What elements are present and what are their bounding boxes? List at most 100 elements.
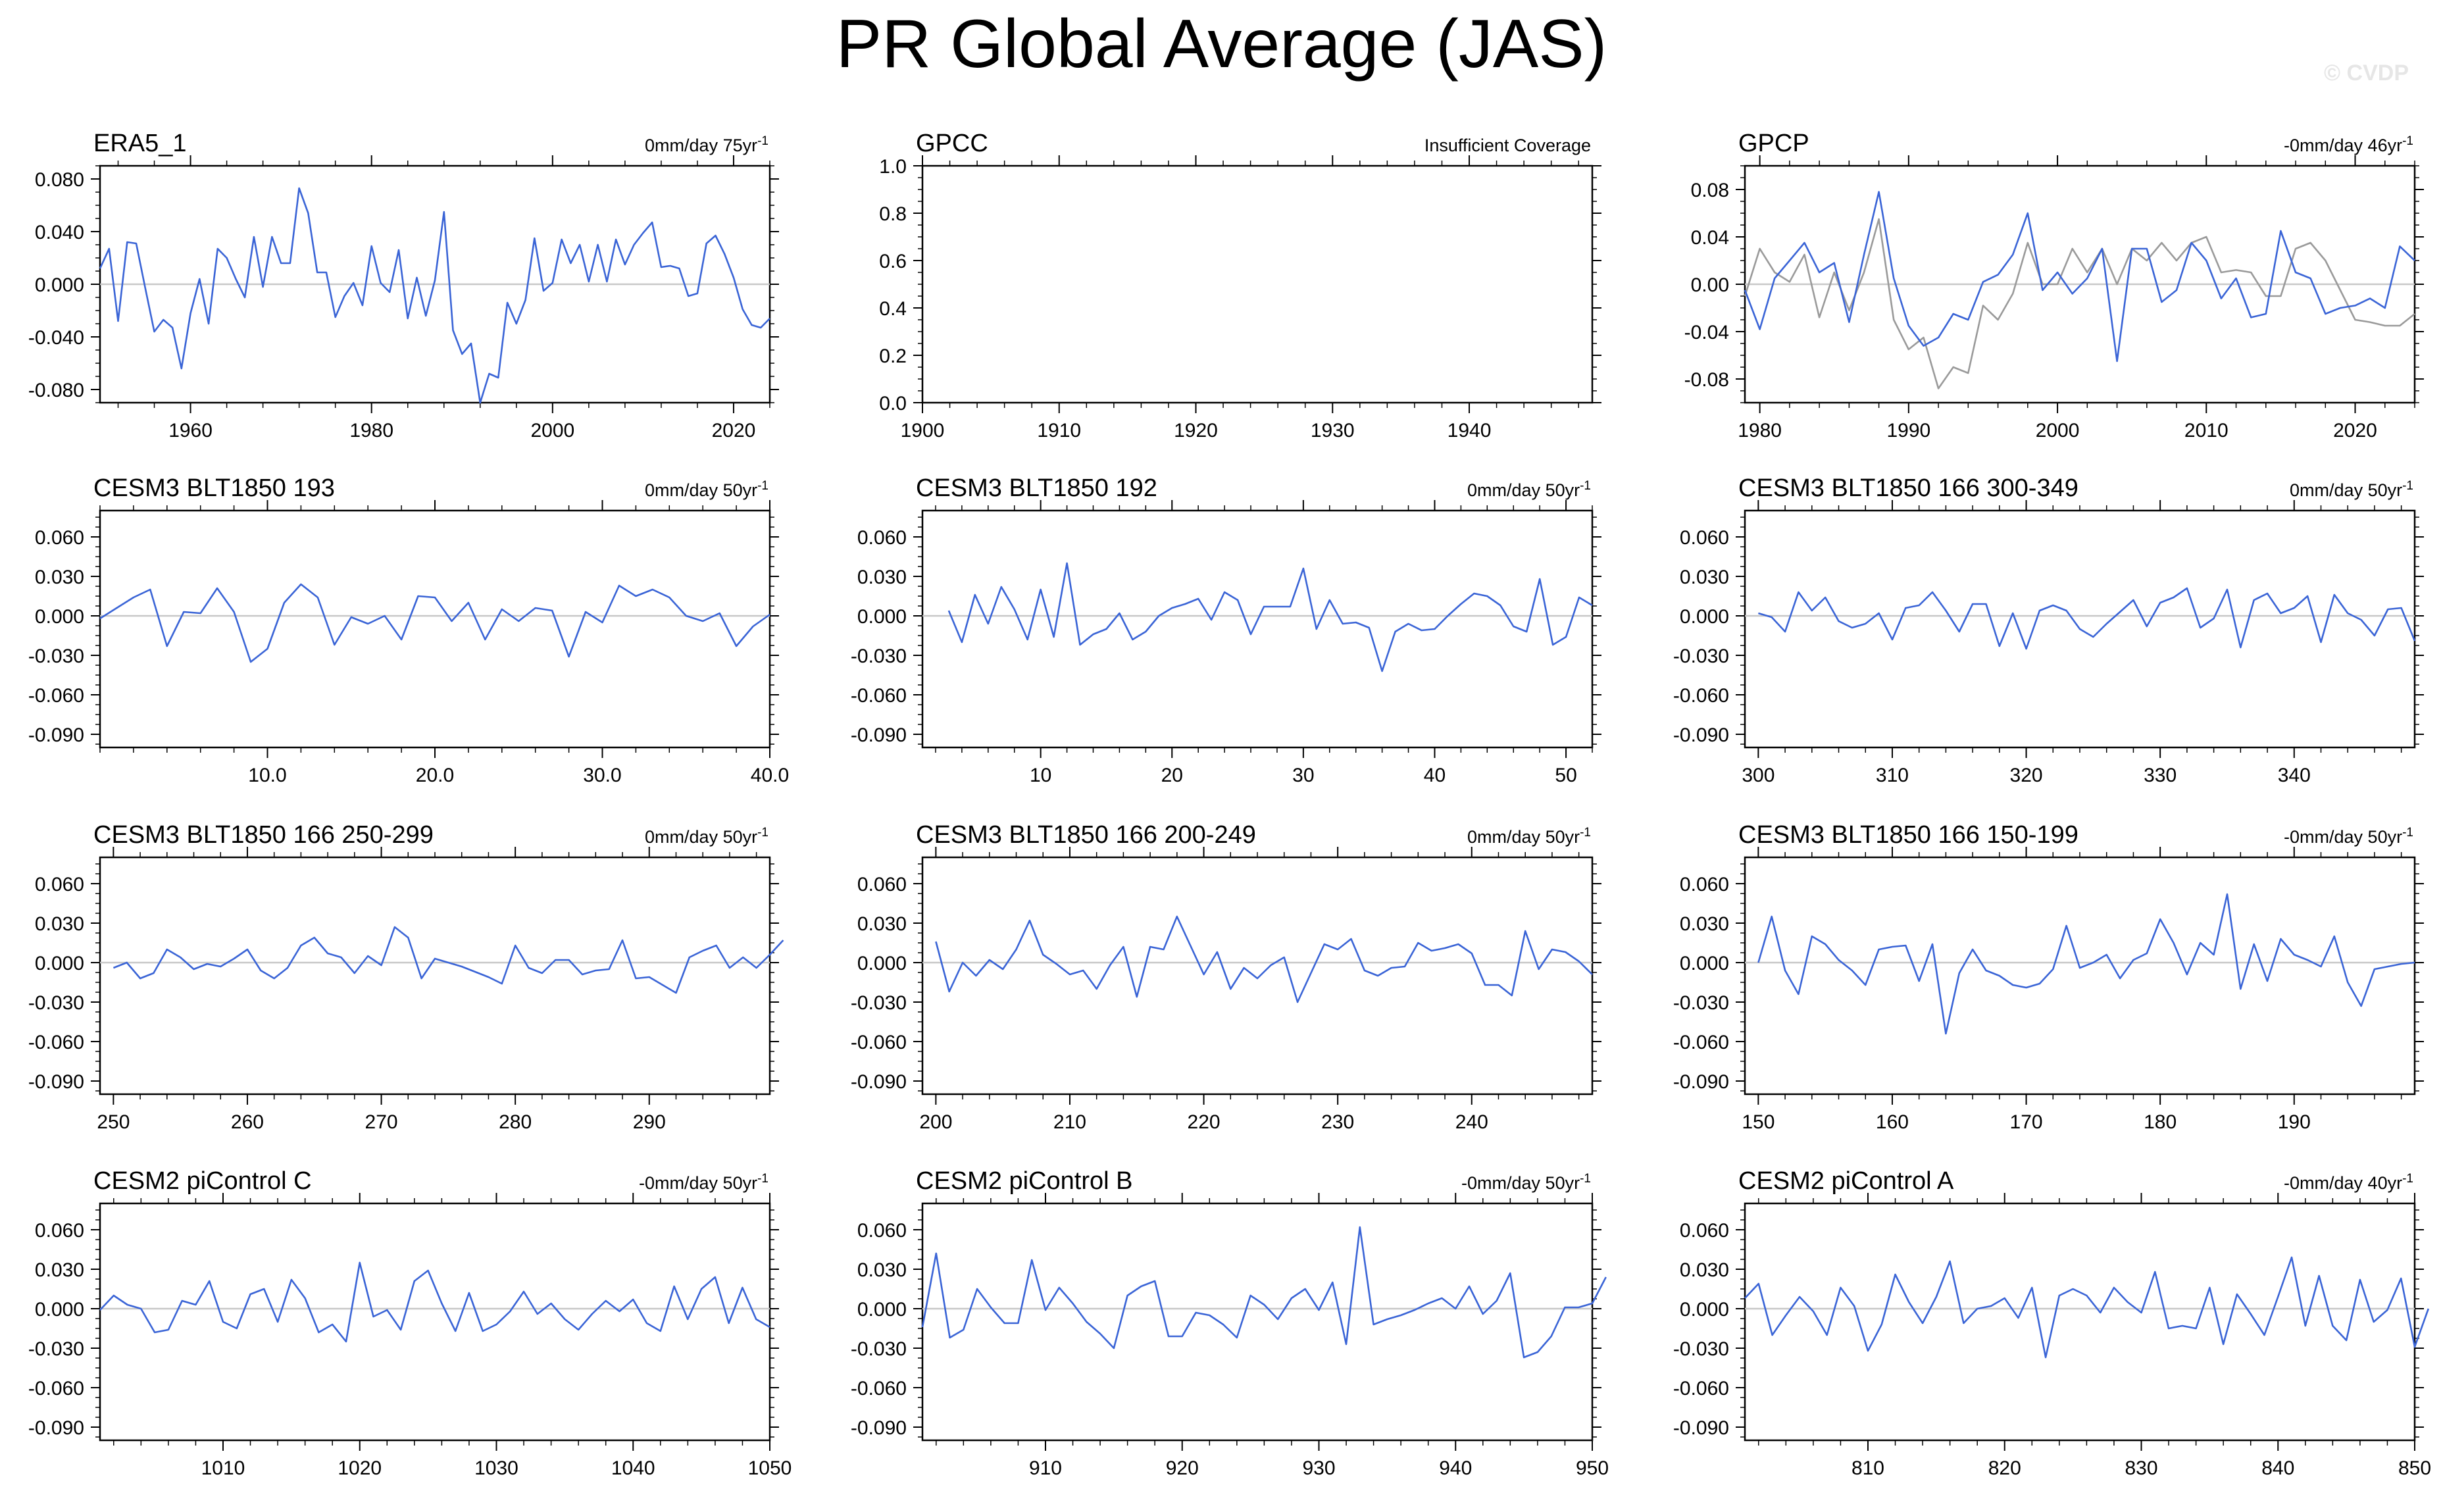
x-tick-label: 340 bbox=[2278, 765, 2311, 786]
chart-panel: CESM2 piControl B -0mm/day 50yr-1 0.060 0.0… bbox=[851, 1167, 1609, 1479]
x-tick-label: 180 bbox=[2144, 1111, 2177, 1133]
x-tick-label: 2000 bbox=[2036, 420, 2080, 441]
x-tick-label: 910 bbox=[1029, 1457, 1062, 1479]
y-tick-label: -0.090 bbox=[851, 1071, 907, 1093]
trend-exponent: -1 bbox=[1580, 479, 1591, 493]
panel-title: ERA5_1 bbox=[93, 130, 187, 157]
x-tick-label: 280 bbox=[499, 1111, 532, 1133]
y-tick-label: -0.030 bbox=[851, 992, 907, 1014]
x-tick-label: 850 bbox=[2398, 1457, 2431, 1479]
x-tick-label: 940 bbox=[1439, 1457, 1472, 1479]
trend-exponent: -1 bbox=[2402, 134, 2413, 148]
x-tick-label: 10 bbox=[1030, 765, 1051, 786]
series-line bbox=[113, 926, 784, 994]
x-tick-label: 30.0 bbox=[583, 765, 621, 786]
trend-label: -0mm/day 40yr-1 bbox=[2284, 1172, 2413, 1194]
x-tick-label: 1900 bbox=[901, 420, 945, 441]
y-tick-label: -0.060 bbox=[851, 685, 907, 707]
x-tick-label: 220 bbox=[1188, 1111, 1221, 1133]
series-line bbox=[1758, 587, 2416, 650]
x-tick-label: 2010 bbox=[2184, 420, 2229, 441]
panel-title: CESM3 BLT1850 166 250-299 bbox=[93, 821, 434, 849]
trend-label: 0mm/day 75yr-1 bbox=[645, 134, 768, 156]
x-tick-label: 1960 bbox=[168, 420, 213, 441]
plot-frame bbox=[921, 164, 1594, 404]
y-tick-label: 0.060 bbox=[857, 874, 907, 895]
plot-frame bbox=[99, 1202, 771, 1442]
trend-exponent: -1 bbox=[757, 826, 768, 840]
y-tick-label: 0.2 bbox=[879, 345, 907, 367]
x-tick-label: 1980 bbox=[1738, 420, 1782, 441]
y-tick-label: 0.04 bbox=[1691, 227, 1729, 249]
x-tick-label: 920 bbox=[1166, 1457, 1199, 1479]
x-tick-label: 330 bbox=[2144, 765, 2177, 786]
y-tick-label: 0.030 bbox=[1680, 913, 1729, 935]
plot-frame bbox=[921, 1202, 1594, 1442]
y-tick-label: 0.030 bbox=[1680, 567, 1729, 588]
y-tick-label: -0.090 bbox=[1673, 724, 1729, 746]
y-tick-label: 0.000 bbox=[35, 1299, 84, 1321]
trend-exponent: -1 bbox=[757, 1172, 768, 1186]
y-tick-label: 0.000 bbox=[35, 953, 84, 974]
panel-title: CESM3 BLT1850 166 300-349 bbox=[1738, 474, 2078, 502]
x-tick-label: 1050 bbox=[748, 1457, 792, 1479]
y-tick-label: -0.060 bbox=[1673, 1378, 1729, 1399]
y-tick-label: -0.030 bbox=[851, 1338, 907, 1360]
trend-exponent: -1 bbox=[1580, 826, 1591, 840]
trend-label: 0mm/day 50yr-1 bbox=[1467, 479, 1591, 501]
y-tick-label: -0.030 bbox=[28, 992, 84, 1014]
x-tick-label: 1030 bbox=[474, 1457, 518, 1479]
chart-panel: CESM3 BLT1850 166 200-249 0mm/day 50yr-1 0… bbox=[851, 821, 1601, 1133]
trend-label: 0mm/day 50yr-1 bbox=[645, 479, 768, 501]
x-tick-label: 1980 bbox=[349, 420, 393, 441]
plot-frame bbox=[99, 509, 771, 749]
series-line bbox=[99, 187, 770, 404]
chart-panel: CESM3 BLT1850 166 150-199 -0mm/day 50yr-1… bbox=[1673, 821, 2424, 1133]
y-tick-label: 0.060 bbox=[857, 1220, 907, 1242]
y-tick-label: -0.060 bbox=[28, 1378, 84, 1399]
y-tick-label: 0.0 bbox=[879, 393, 907, 415]
x-tick-label: 290 bbox=[633, 1111, 666, 1133]
y-tick-label: 0.060 bbox=[35, 527, 84, 549]
y-tick-label: 0.060 bbox=[857, 527, 907, 549]
y-tick-label: -0.030 bbox=[28, 645, 84, 667]
x-tick-label: 2020 bbox=[2333, 420, 2377, 441]
x-tick-label: 170 bbox=[2010, 1111, 2043, 1133]
x-tick-label: 20.0 bbox=[416, 765, 454, 786]
trend-label: 0mm/day 50yr-1 bbox=[645, 826, 768, 847]
plot-frame bbox=[921, 509, 1594, 749]
x-tick-label: 30 bbox=[1292, 765, 1314, 786]
trend-exponent: -1 bbox=[2402, 826, 2413, 840]
y-tick-label: -0.030 bbox=[1673, 1338, 1729, 1360]
chart-panel: CESM3 BLT1850 166 300-349 0mm/day 50yr-1 0… bbox=[1673, 474, 2424, 786]
y-tick-label: -0.060 bbox=[1673, 685, 1729, 707]
series-line bbox=[99, 1261, 770, 1343]
y-tick-label: 0.000 bbox=[1680, 953, 1729, 974]
y-tick-label: -0.04 bbox=[1684, 322, 1729, 343]
x-tick-label: 230 bbox=[1321, 1111, 1354, 1133]
y-tick-label: 0.000 bbox=[35, 606, 84, 628]
series-line bbox=[947, 562, 1593, 672]
y-tick-label: -0.080 bbox=[28, 380, 84, 401]
y-tick-label: -0.030 bbox=[1673, 645, 1729, 667]
y-tick-label: 0.4 bbox=[879, 298, 907, 320]
y-tick-label: 0.080 bbox=[35, 169, 84, 191]
panel-title: GPCP bbox=[1738, 130, 1809, 157]
chart-panel: GPCP -0mm/day 46yr-1 0.08 0.04 0.00 -0.04 -0.0… bbox=[1684, 130, 2424, 441]
series-line bbox=[99, 583, 770, 663]
x-tick-label: 320 bbox=[2010, 765, 2043, 786]
panel-title: CESM3 BLT1850 193 bbox=[93, 474, 335, 502]
y-tick-label: 0.060 bbox=[1680, 1220, 1729, 1242]
y-tick-label: 1.0 bbox=[879, 156, 907, 178]
x-tick-label: 160 bbox=[1876, 1111, 1909, 1133]
page-title: PR Global Average (JAS) bbox=[836, 6, 1607, 82]
x-tick-label: 150 bbox=[1742, 1111, 1775, 1133]
y-tick-label: 0.030 bbox=[35, 567, 84, 588]
x-tick-label: 300 bbox=[1742, 765, 1775, 786]
x-tick-label: 950 bbox=[1576, 1457, 1609, 1479]
x-tick-label: 1930 bbox=[1311, 420, 1355, 441]
trend-exponent: -1 bbox=[757, 134, 768, 148]
series-line bbox=[1744, 1256, 2430, 1359]
x-tick-label: 1020 bbox=[338, 1457, 382, 1479]
x-tick-label: 40.0 bbox=[751, 765, 789, 786]
